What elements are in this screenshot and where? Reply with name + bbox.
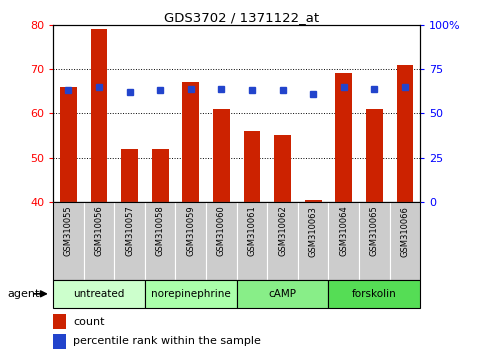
Bar	[91, 29, 107, 202]
Bar	[213, 109, 230, 202]
Bar	[335, 73, 352, 202]
Bar	[366, 109, 383, 202]
Text: GSM310058: GSM310058	[156, 206, 165, 256]
Text: GSM310064: GSM310064	[339, 206, 348, 256]
Text: GSM310059: GSM310059	[186, 206, 195, 256]
Text: GSM310055: GSM310055	[64, 206, 73, 256]
Text: GSM310057: GSM310057	[125, 206, 134, 256]
Text: GSM310065: GSM310065	[370, 206, 379, 256]
Text: GSM310061: GSM310061	[247, 206, 256, 256]
Bar	[328, 202, 359, 280]
Text: GSM310060: GSM310060	[217, 206, 226, 256]
Bar	[237, 202, 267, 280]
Bar	[53, 202, 84, 280]
Bar	[274, 135, 291, 202]
Bar	[53, 314, 66, 329]
Text: GSM310063: GSM310063	[309, 206, 318, 257]
Bar	[243, 131, 260, 202]
Bar	[53, 334, 66, 348]
Bar	[359, 202, 390, 280]
Text: GDS3702 / 1371122_at: GDS3702 / 1371122_at	[164, 11, 319, 24]
Text: cAMP: cAMP	[269, 289, 297, 299]
Bar	[397, 65, 413, 202]
Bar	[53, 280, 145, 308]
Bar	[183, 82, 199, 202]
Bar	[145, 280, 237, 308]
Bar	[305, 200, 322, 202]
Text: percentile rank within the sample: percentile rank within the sample	[73, 336, 261, 346]
Text: untreated: untreated	[73, 289, 125, 299]
Text: GSM310062: GSM310062	[278, 206, 287, 256]
Bar	[84, 202, 114, 280]
Bar	[237, 280, 328, 308]
Bar	[298, 202, 328, 280]
Bar	[328, 280, 420, 308]
Text: norepinephrine: norepinephrine	[151, 289, 231, 299]
Bar	[152, 149, 169, 202]
Bar	[206, 202, 237, 280]
Text: GSM310056: GSM310056	[95, 206, 103, 256]
Bar	[121, 149, 138, 202]
Bar	[390, 202, 420, 280]
Bar	[267, 202, 298, 280]
Text: agent: agent	[7, 289, 40, 299]
Bar	[114, 202, 145, 280]
Text: GSM310066: GSM310066	[400, 206, 410, 257]
Text: forskolin: forskolin	[352, 289, 397, 299]
Text: count: count	[73, 316, 105, 327]
Bar	[145, 202, 175, 280]
Bar	[175, 202, 206, 280]
Bar	[60, 87, 77, 202]
